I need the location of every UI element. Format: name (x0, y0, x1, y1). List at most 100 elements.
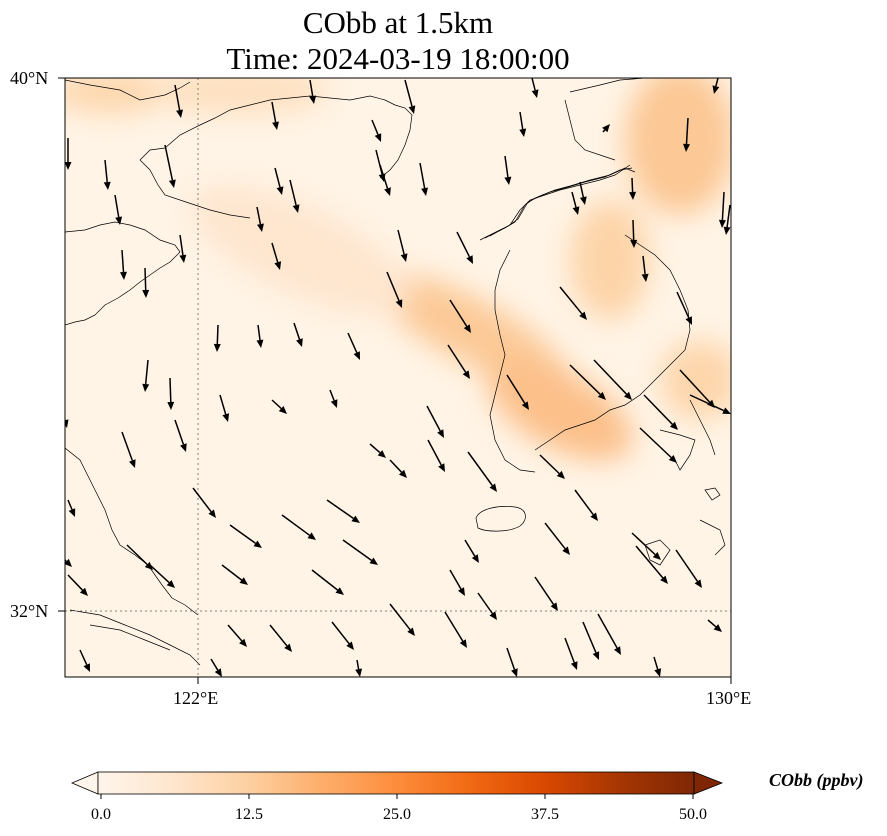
map-title: CObb at 1.5km (302, 5, 494, 40)
wind-arrow (221, 564, 248, 585)
wind-arrow (210, 658, 222, 677)
wind-arrow (219, 394, 230, 422)
wind-arrow (281, 514, 316, 540)
wind-arrow (631, 532, 661, 560)
wind-arrow (630, 219, 638, 248)
wind-arrow (676, 291, 692, 325)
map-time: Time: 2024-03-19 18:00:00 (226, 41, 570, 76)
wind-arrow (449, 299, 471, 333)
wind-arrow (712, 78, 720, 94)
wind-arrow (683, 117, 690, 152)
colorbar-tick-label: 50.0 (679, 806, 707, 823)
wind-arrow (593, 359, 632, 400)
colorbar-extend-high (693, 771, 724, 795)
wind-arrow (213, 324, 221, 352)
wind-arrow (311, 569, 344, 595)
wind-arrow (269, 624, 292, 652)
wind-arrow (635, 545, 668, 584)
wind-arrow (331, 621, 354, 650)
wind-arrow (256, 206, 264, 232)
wind-arrow (329, 389, 338, 408)
wind-arrow (103, 159, 111, 190)
wind-arrow (449, 569, 465, 596)
wind-arrow (643, 394, 678, 430)
wind-arrow (114, 194, 123, 225)
lon-label-122: 122°E (173, 688, 219, 708)
colorbar-label: CObb (ppbv) (769, 770, 864, 790)
wind-arrow (256, 324, 264, 348)
colorbar-gradient (97, 771, 695, 795)
wind-arrow (404, 79, 416, 114)
wind-arrow (67, 574, 88, 596)
wind-arrow (531, 78, 539, 98)
wind-arrow (142, 267, 150, 298)
wind-arrow (293, 322, 303, 347)
wind-arrow (379, 164, 391, 196)
wind-arrow (271, 242, 282, 270)
wind-arrow (271, 399, 287, 414)
wind-arrow (347, 332, 360, 360)
wind-arrow (164, 144, 176, 188)
wind-arrow (174, 84, 183, 118)
wind-arrow (544, 522, 570, 555)
wind-arrow (675, 549, 702, 588)
wind-arrow (142, 359, 150, 392)
wind-arrow (229, 524, 262, 548)
wind-arrow (309, 79, 317, 104)
coastlines (65, 78, 726, 666)
wind-arrow (723, 204, 731, 235)
map-frame (64, 77, 732, 678)
wind-arrow (639, 427, 677, 463)
wind-arrow (574, 489, 598, 521)
lat-label-40: 40°N (10, 68, 49, 88)
wind-arrow (289, 179, 300, 213)
wind-arrow (167, 377, 175, 410)
wind-arrow (564, 637, 578, 670)
wind-arrow (426, 405, 444, 438)
wind-arrow (464, 539, 479, 563)
wind-arrow (79, 649, 90, 672)
wind-arrow (227, 624, 247, 647)
map-background (65, 78, 731, 677)
wind-arrow (427, 439, 445, 472)
wind-arrow (504, 155, 512, 185)
wind-arrow (192, 487, 216, 518)
wind-arrow (389, 603, 415, 636)
wind-arrow (120, 249, 127, 280)
wind-arrow (274, 167, 284, 195)
wind-arrow (126, 544, 153, 570)
wind-arrow (569, 364, 606, 400)
wind-arrow (386, 271, 403, 308)
wind-arrow (534, 576, 558, 611)
colorbar-tick-label: 25.0 (383, 806, 411, 823)
axis-ticks (58, 77, 732, 684)
wind-arrow (579, 181, 587, 205)
map-panel (65, 78, 731, 677)
wind-arrow (342, 539, 378, 565)
colorbar-tick-label: 0.0 (91, 806, 111, 823)
lon-label-130: 130°E (706, 688, 752, 708)
wind-arrow (456, 231, 473, 264)
wind-arrow (629, 177, 637, 200)
wind-arrow (355, 659, 363, 677)
wind-arrow (419, 162, 428, 196)
wind-arrow (602, 124, 610, 133)
wind-arrow (718, 191, 726, 228)
wind-arrow (707, 619, 722, 632)
wind-arrow (571, 191, 580, 215)
wind-arrow (653, 656, 662, 677)
wind-arrow (582, 621, 600, 660)
wind-arrow (65, 138, 72, 170)
colorbar-tick-label: 37.5 (531, 806, 559, 823)
wind-arrow (121, 431, 136, 468)
wind-arrow (179, 234, 187, 263)
colorbar-tick-label: 12.5 (235, 806, 263, 823)
wind-arrow (641, 255, 649, 282)
wind-vectors (65, 78, 731, 677)
wind-arrow (174, 419, 187, 452)
wind-arrow (444, 611, 467, 648)
wind-arrow (149, 564, 175, 588)
wind-arrow (506, 647, 518, 677)
wind-arrow (467, 451, 497, 492)
